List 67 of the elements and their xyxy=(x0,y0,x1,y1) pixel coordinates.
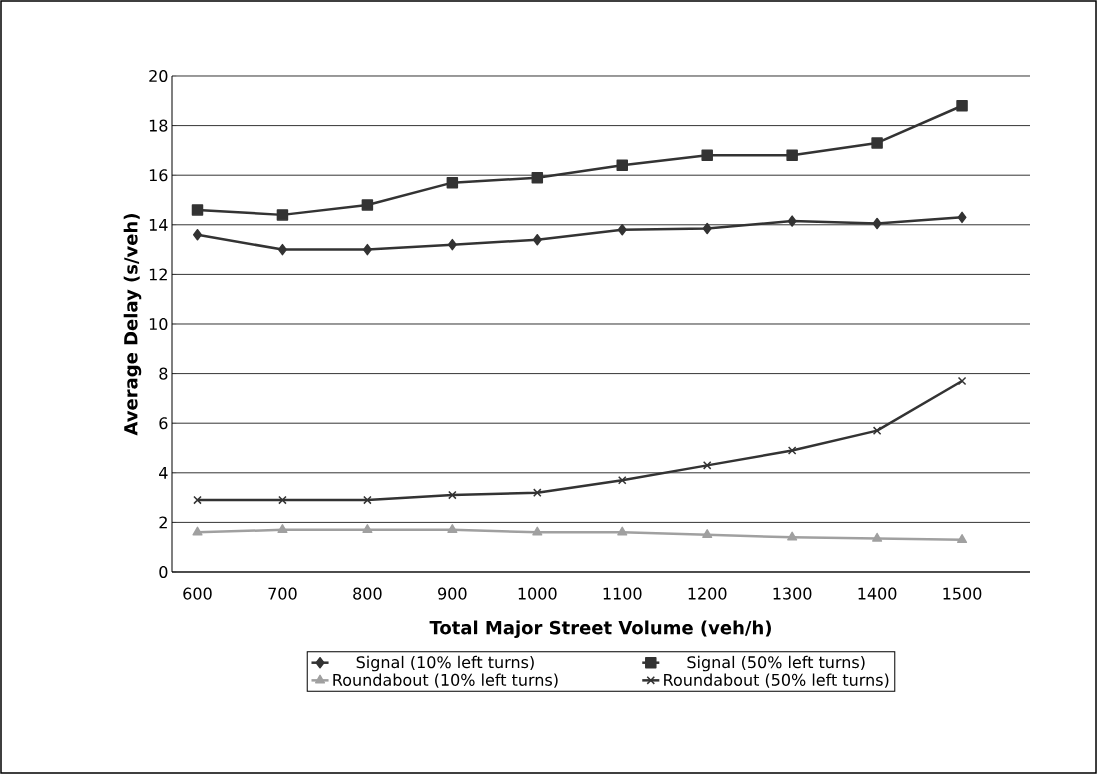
point xyxy=(957,211,967,224)
y-tick-label: 6 xyxy=(159,417,168,430)
y-tick-label: 20 xyxy=(149,69,168,83)
y-tick-label: 18 xyxy=(149,119,168,132)
y-tick-label: 8 xyxy=(159,367,168,380)
x-tick-label: 600 xyxy=(183,587,212,600)
legend-label: Signal (50% left turns) xyxy=(687,655,865,672)
x-tick-label: 1100 xyxy=(603,587,642,600)
x-tick-label: 700 xyxy=(268,587,297,600)
point xyxy=(787,446,797,455)
legend-label: Roundabout (10% left turns) xyxy=(333,673,558,688)
y-tick-label: 16 xyxy=(149,169,168,182)
point xyxy=(787,215,797,227)
point xyxy=(957,376,967,386)
y-tick-label: 10 xyxy=(149,317,168,331)
point xyxy=(446,176,459,189)
point xyxy=(532,526,543,536)
point xyxy=(277,524,288,534)
x-tick-label: 1300 xyxy=(773,587,812,600)
y-tick-label: 14 xyxy=(149,218,168,231)
x-tick-label: 1200 xyxy=(688,587,727,600)
point xyxy=(363,495,372,505)
point xyxy=(702,222,712,235)
point xyxy=(361,199,374,211)
point xyxy=(447,524,458,534)
point xyxy=(701,149,713,162)
point xyxy=(956,100,968,112)
x-tick-label: 900 xyxy=(438,587,467,600)
point xyxy=(531,171,544,184)
point xyxy=(193,495,202,505)
y-tick-label: 12 xyxy=(149,268,167,281)
point xyxy=(787,531,798,541)
legend-label: Roundabout (50% left turns) xyxy=(664,673,889,688)
point xyxy=(872,217,882,230)
x-tick-label: 1500 xyxy=(943,587,982,600)
point xyxy=(617,224,627,236)
point xyxy=(871,137,883,149)
x-tick-label: 800 xyxy=(353,587,382,600)
x-tick-label: 1000 xyxy=(518,587,557,600)
y-tick-label: 4 xyxy=(159,466,168,479)
point xyxy=(192,526,203,536)
point xyxy=(956,534,968,544)
point xyxy=(616,159,628,172)
legend-label: Signal (10% left turns) xyxy=(356,655,534,672)
point xyxy=(872,532,883,542)
point xyxy=(786,149,798,162)
point xyxy=(277,243,287,256)
point xyxy=(192,228,202,241)
point xyxy=(276,209,289,221)
y-tick-label: 0 xyxy=(159,565,168,579)
point xyxy=(702,461,712,470)
y-tick-label: 2 xyxy=(159,516,167,529)
point xyxy=(278,495,287,505)
y-axis-title: Average Delay (s/veh) xyxy=(123,214,142,436)
point xyxy=(362,524,373,534)
point xyxy=(617,526,628,536)
point xyxy=(532,233,542,246)
x-tick-label: 1400 xyxy=(858,587,897,600)
point xyxy=(702,529,713,539)
point xyxy=(448,490,457,500)
point xyxy=(362,243,372,256)
point xyxy=(447,238,457,251)
point xyxy=(533,488,542,497)
point xyxy=(191,204,204,216)
x-axis-title: Total Major Street Volume (veh/h) xyxy=(429,620,771,639)
point xyxy=(872,426,882,435)
point xyxy=(617,475,627,485)
